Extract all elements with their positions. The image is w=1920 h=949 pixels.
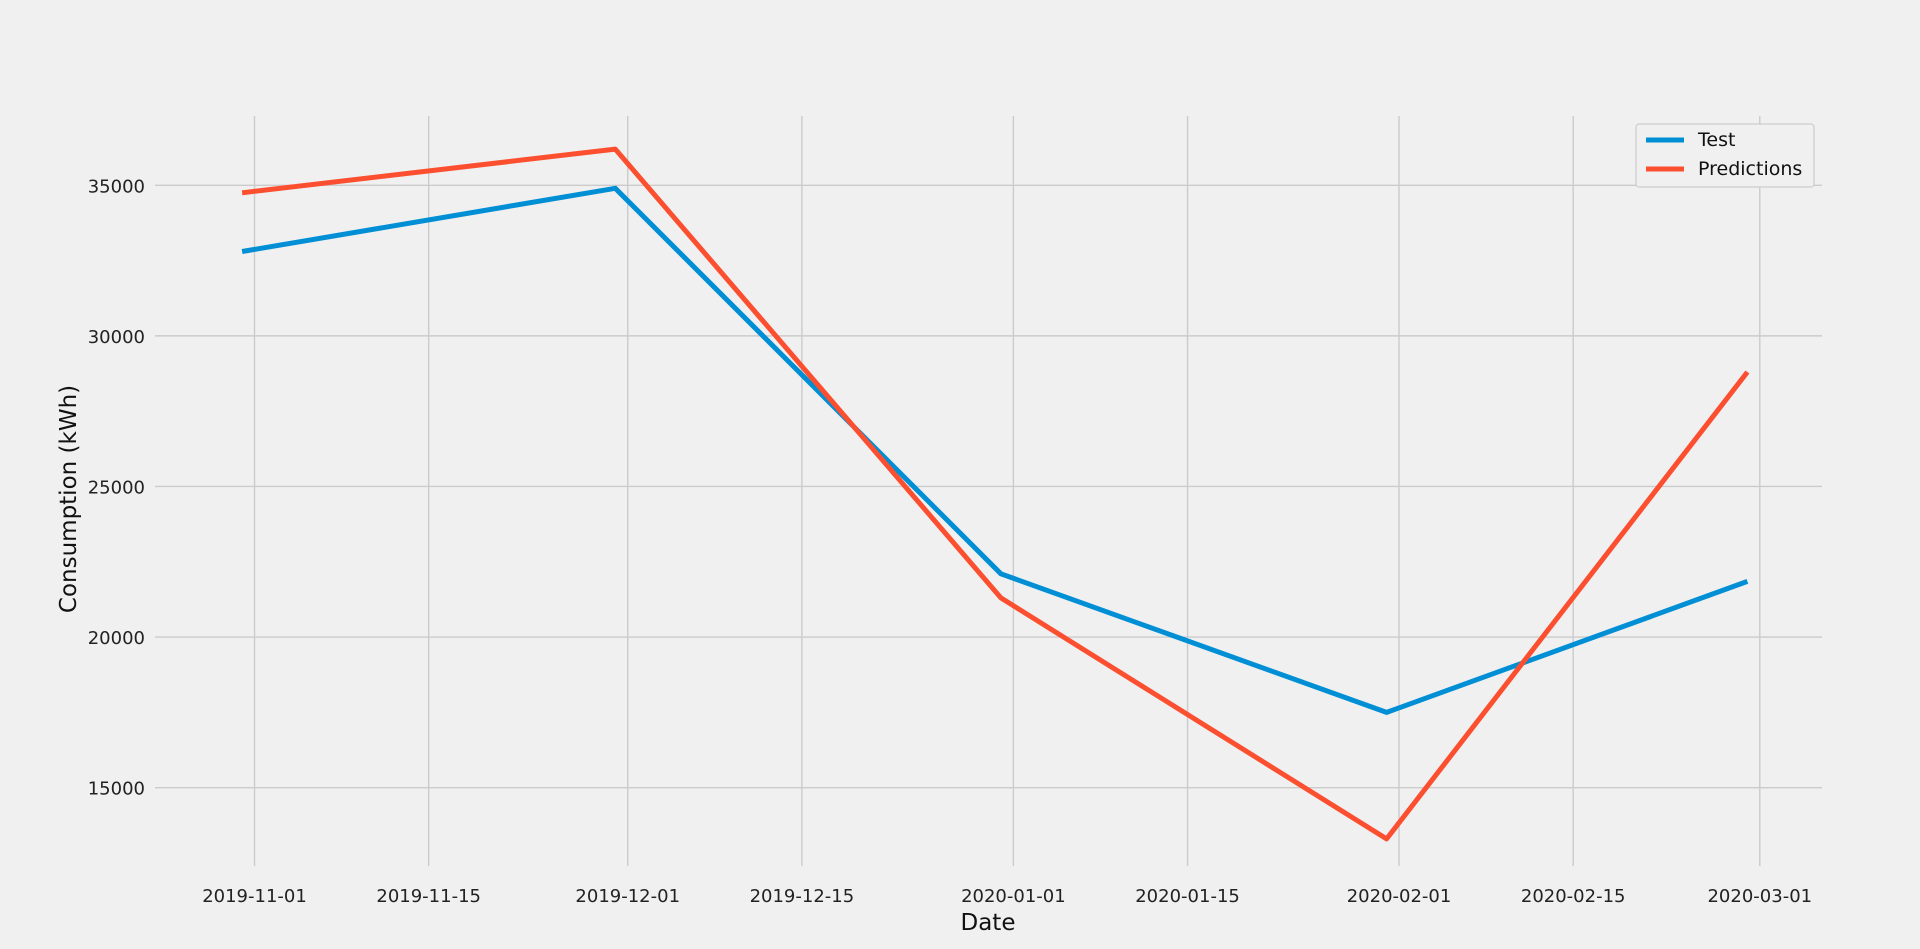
series-line-predictions xyxy=(241,146,1750,842)
legend-label-test: Test xyxy=(1697,129,1735,151)
x-tick-label: 2019-11-15 xyxy=(376,886,481,907)
x-tick-label: 2019-11-01 xyxy=(202,886,307,907)
y-tick-label: 20000 xyxy=(88,628,145,649)
legend: Test Predictions xyxy=(1635,123,1815,188)
x-tick-label: 2020-02-15 xyxy=(1521,886,1626,907)
x-tick-label: 2019-12-15 xyxy=(750,886,855,907)
legend-label-predictions: Predictions xyxy=(1698,158,1802,180)
series-line-test xyxy=(241,185,1749,715)
y-axis-label: Consumption (kWh) xyxy=(56,385,82,613)
y-tick-label: 25000 xyxy=(88,477,145,498)
y-tick-label: 35000 xyxy=(88,176,145,197)
x-tick-label: 2020-03-01 xyxy=(1707,886,1812,907)
y-tick-label: 15000 xyxy=(88,779,145,800)
y-tick-label: 30000 xyxy=(88,327,145,348)
series-lines xyxy=(241,146,1750,842)
y-gridlines xyxy=(155,184,1822,789)
x-gridlines xyxy=(253,116,1761,866)
x-tick-label: 2019-12-01 xyxy=(575,886,680,907)
x-tick-label: 2020-01-01 xyxy=(961,886,1066,907)
y-tick-labels: 15000 20000 25000 30000 35000 xyxy=(88,176,145,799)
x-tick-labels: 2019-11-01 2019-11-15 2019-12-01 2019-12-15… xyxy=(202,886,1812,907)
x-axis-label: Date xyxy=(961,910,1016,936)
x-tick-label: 2020-01-15 xyxy=(1135,886,1240,907)
x-tick-label: 2020-02-01 xyxy=(1347,886,1452,907)
